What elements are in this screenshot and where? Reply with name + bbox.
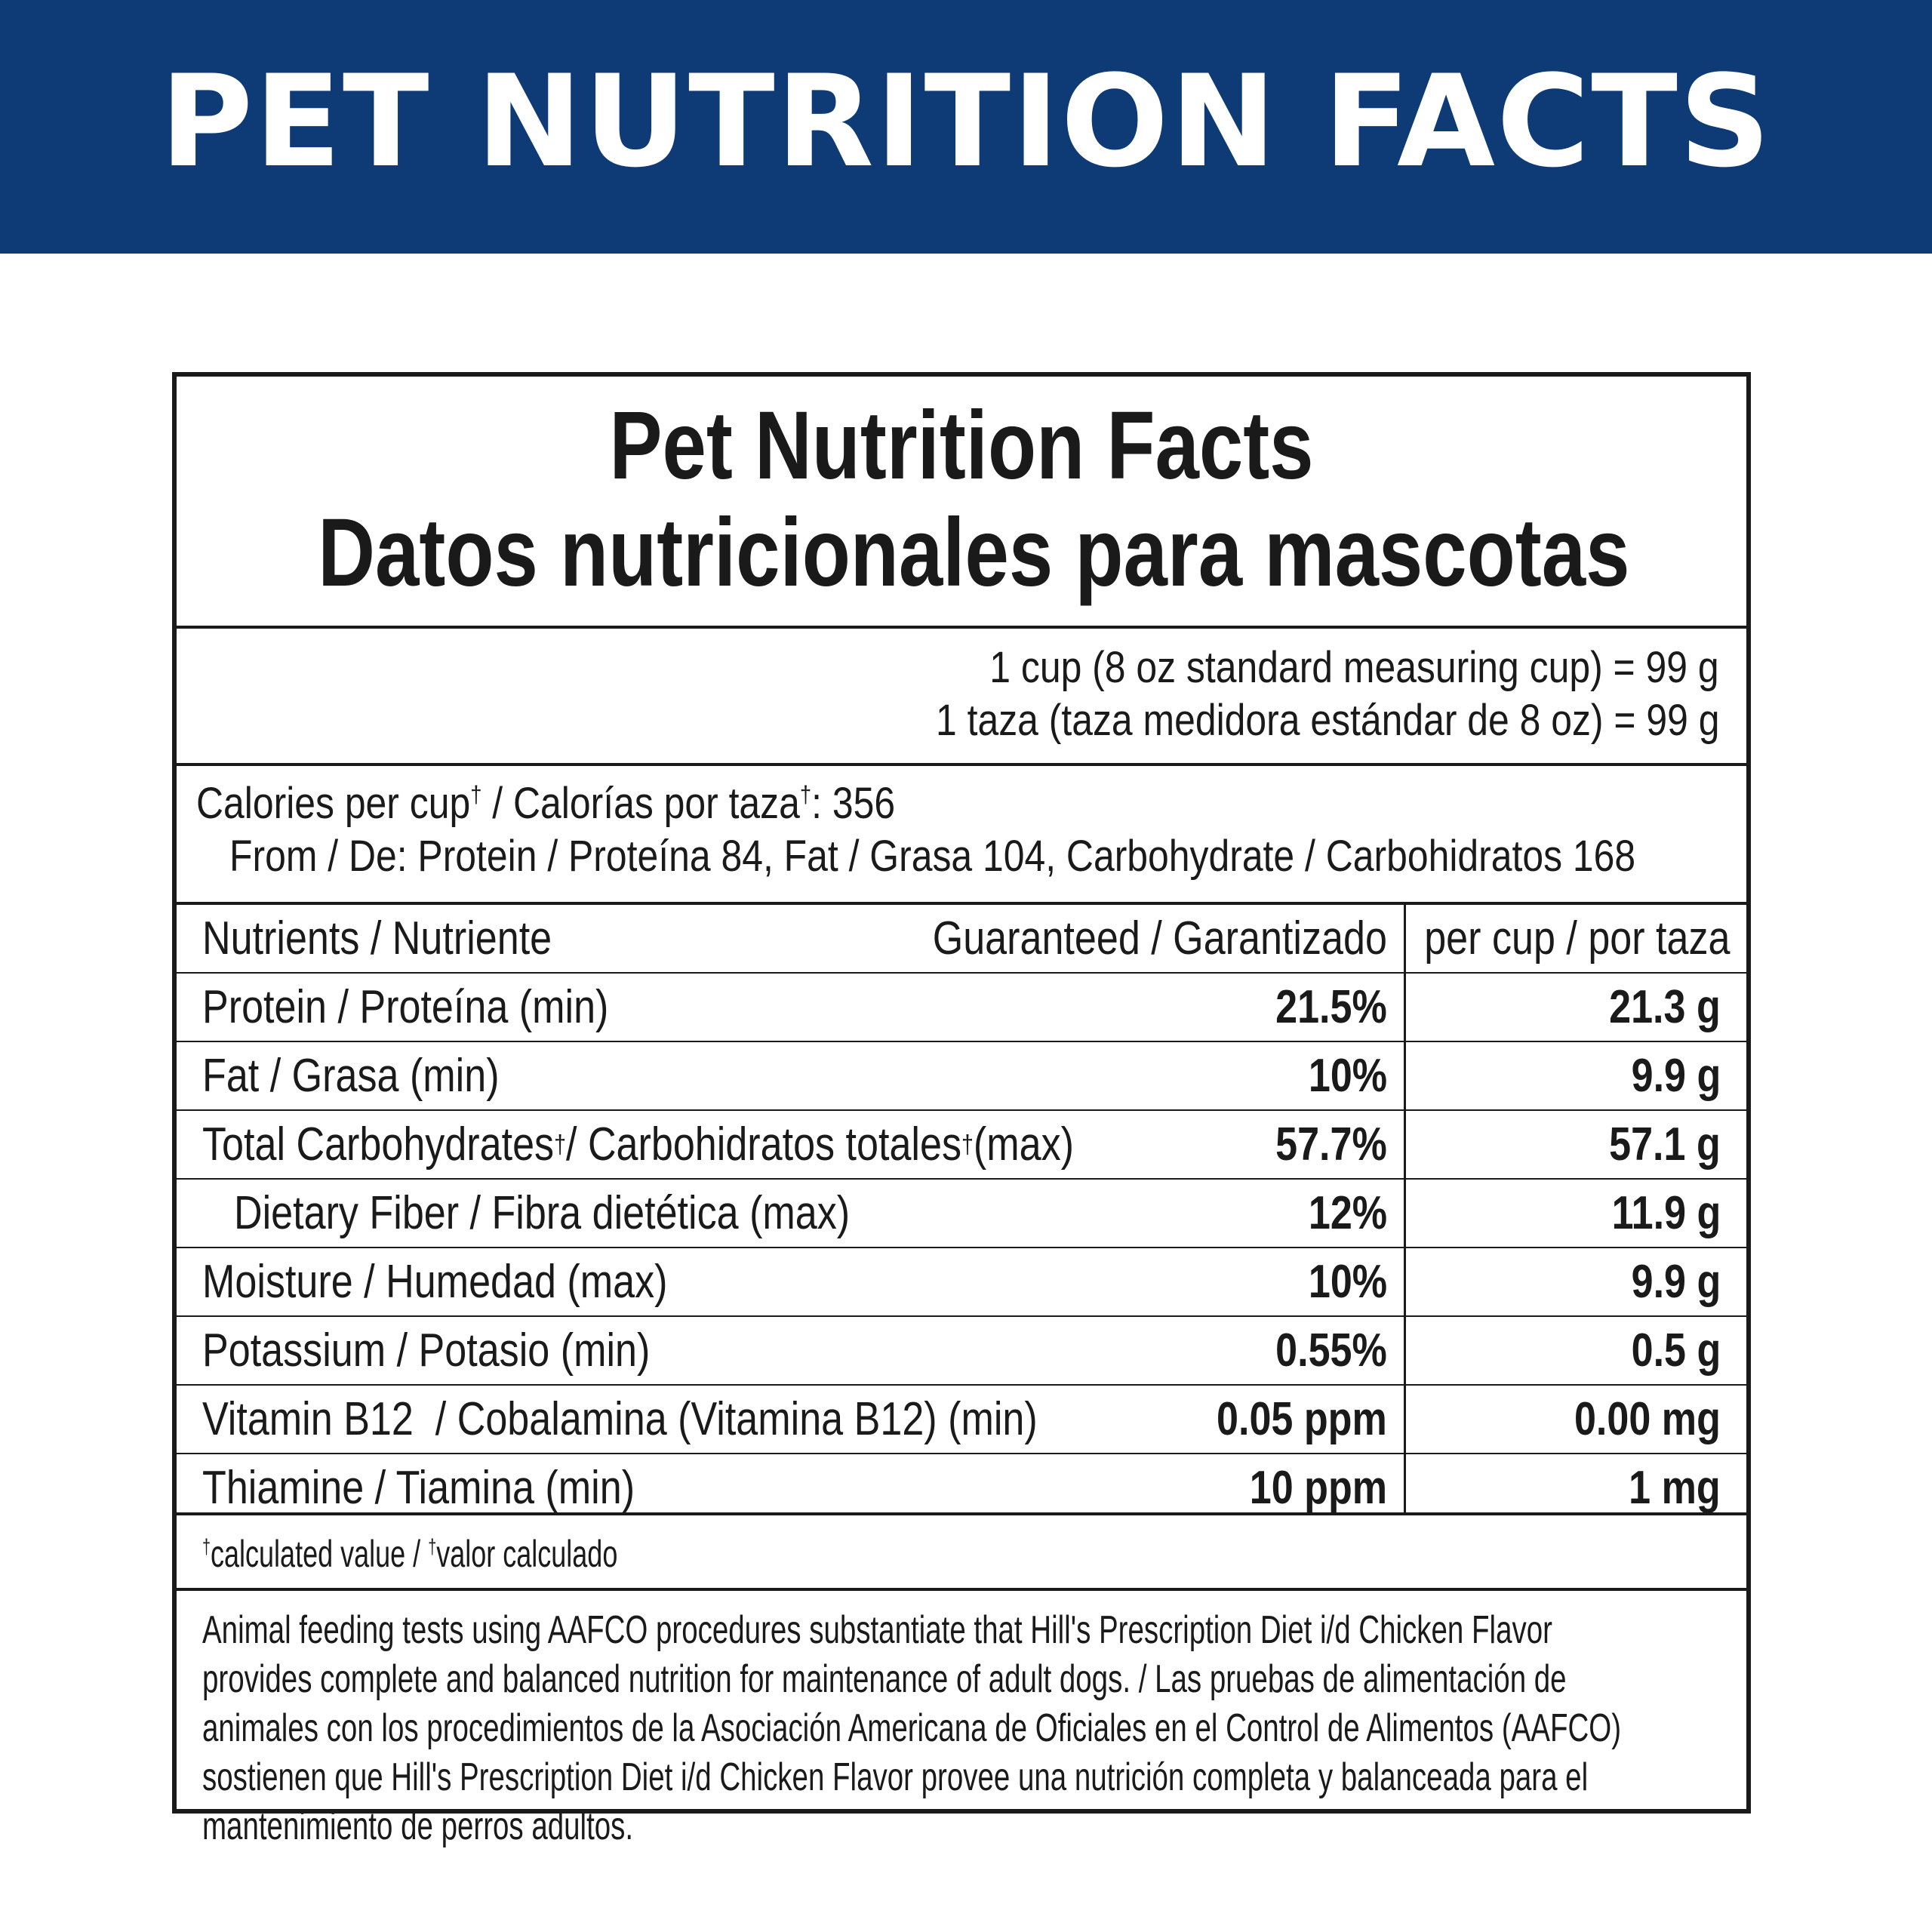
- nutrient-name: Moisture / Humedad (max): [202, 1256, 668, 1308]
- divider: [177, 1588, 1746, 1591]
- per-cup-value: 57.1 g: [1609, 1118, 1721, 1171]
- nutrient-qualifier: (max): [973, 1118, 1074, 1171]
- row-divider: [177, 1041, 1746, 1042]
- nutrient-name: Total Carbohydrates † / Carbohidratos tot…: [202, 1118, 1074, 1171]
- row-divider: [177, 1453, 1746, 1454]
- header-guaranteed: Guaranteed / Garantizado: [932, 912, 1387, 964]
- divider: [177, 1512, 1746, 1515]
- table-row: Dietary Fiber / Fibra dietética (max) 12…: [177, 1180, 1746, 1247]
- guaranteed-value: 0.55%: [1275, 1324, 1387, 1377]
- footnote-section: †calculated value / †valor calculado: [177, 1515, 1746, 1588]
- table-row: Potassium / Potasio (min) 0.55% 0.5 g: [177, 1317, 1746, 1384]
- guaranteed-value: 10%: [1308, 1050, 1387, 1102]
- row-divider: [177, 972, 1746, 974]
- guaranteed-value: 12%: [1308, 1187, 1387, 1239]
- per-cup-value: 9.9 g: [1631, 1256, 1721, 1308]
- header-banner: PET NUTRITION FACTS: [0, 0, 1932, 254]
- serving-size-english: 1 cup (8 oz standard measuring cup) = 99…: [989, 643, 1719, 692]
- banner-title: PET NUTRITION FACTS: [160, 48, 1772, 195]
- panel-title-section: Pet Nutrition Facts Datos nutricionales …: [177, 377, 1746, 626]
- footnote-english: calculated value /: [211, 1533, 429, 1575]
- per-cup-value: 11.9 g: [1611, 1187, 1721, 1239]
- footnote: †calculated value / †valor calculado: [202, 1532, 617, 1576]
- guaranteed-value: 57.7%: [1275, 1118, 1387, 1171]
- header-nutrient: Nutrients / Nutriente: [202, 912, 552, 964]
- column-divider: [1404, 905, 1406, 1512]
- nutrient-name: Thiamine / Tiamina (min): [202, 1462, 635, 1514]
- guaranteed-value: 10%: [1308, 1256, 1387, 1308]
- aafco-statement: Animal feeding tests using AAFCO procedu…: [202, 1608, 1622, 1848]
- guaranteed-value: 10 ppm: [1249, 1462, 1387, 1514]
- row-divider: [177, 1247, 1746, 1248]
- table-row: Vitamin B12 / Cobalamina (Vitamina B12) …: [177, 1386, 1746, 1453]
- dagger-mark: †: [428, 1534, 437, 1558]
- per-cup-value: 1 mg: [1629, 1462, 1721, 1514]
- serving-size-section: 1 cup (8 oz standard measuring cup) = 99…: [177, 630, 1746, 763]
- nutrient-name: Protein / Proteína (min): [202, 981, 609, 1033]
- table-row: Moisture / Humedad (max) 10% 9.9 g: [177, 1248, 1746, 1315]
- divider: [177, 902, 1746, 905]
- per-cup-value: 9.9 g: [1631, 1050, 1721, 1102]
- table-row: Total Carbohydrates † / Carbohidratos tot…: [177, 1111, 1746, 1178]
- table-row: Fat / Grasa (min) 10% 9.9 g: [177, 1042, 1746, 1109]
- nutrient-table: Nutrients / Nutriente Guaranteed / Garan…: [177, 905, 1746, 1514]
- footnote-spanish: valor calculado: [436, 1533, 618, 1575]
- table-row: Thiamine / Tiamina (min) 10 ppm 1 mg: [177, 1454, 1746, 1521]
- row-divider: [177, 1315, 1746, 1317]
- dagger-mark: †: [799, 780, 812, 808]
- nutrient-name: Fat / Grasa (min): [202, 1050, 500, 1102]
- row-divider: [177, 1178, 1746, 1180]
- calories-label-english: Calories per cup: [196, 779, 471, 828]
- divider: [177, 626, 1746, 629]
- calories-label-spanish: / Calorías por taza: [481, 779, 800, 828]
- nutrient-name: Vitamin B12 / Cobalamina (Vitamina B12) …: [202, 1393, 1038, 1445]
- row-divider: [177, 1384, 1746, 1386]
- nutrient-name: Dietary Fiber / Fibra dietética (max): [234, 1187, 851, 1239]
- row-divider: [177, 1109, 1746, 1111]
- calories-breakdown: From / De: Protein / Proteína 84, Fat / …: [229, 832, 1636, 881]
- nutrition-facts-panel: Pet Nutrition Facts Datos nutricionales …: [172, 372, 1751, 1848]
- per-cup-value: 0.5 g: [1631, 1324, 1721, 1377]
- dagger-mark: †: [470, 780, 482, 808]
- calories-section: Calories per cup† / Calorías por taza†: …: [177, 766, 1746, 902]
- panel-title-spanish: Datos nutricionales para mascotas: [318, 499, 1630, 607]
- calories-value: : 356: [811, 779, 896, 828]
- table-header-row: Nutrients / Nutriente Guaranteed / Garan…: [177, 905, 1746, 972]
- nutrient-name: Potassium / Potasio (min): [202, 1324, 651, 1377]
- guaranteed-value: 0.05 ppm: [1217, 1393, 1387, 1445]
- table-row: Protein / Proteína (min) 21.5% 21.3 g: [177, 974, 1746, 1041]
- per-cup-value: 21.3 g: [1609, 981, 1721, 1033]
- serving-size-spanish: 1 taza (taza medidora estándar de 8 oz) …: [935, 696, 1719, 745]
- nutrient-name-spanish: / Carbohidratos totales: [566, 1118, 961, 1171]
- header-per-cup: per cup / por taza: [1423, 912, 1730, 964]
- dagger-mark: †: [202, 1534, 211, 1558]
- aafco-statement-section: Animal feeding tests using AAFCO procedu…: [177, 1591, 1746, 1848]
- calories-line: Calories per cup† / Calorías por taza†: …: [196, 778, 895, 829]
- guaranteed-value: 21.5%: [1275, 981, 1387, 1033]
- divider: [177, 763, 1746, 766]
- panel-title-english: Pet Nutrition Facts: [609, 392, 1314, 500]
- nutrient-name-english: Total Carbohydrates: [202, 1118, 555, 1171]
- per-cup-value: 0.00 mg: [1574, 1393, 1721, 1445]
